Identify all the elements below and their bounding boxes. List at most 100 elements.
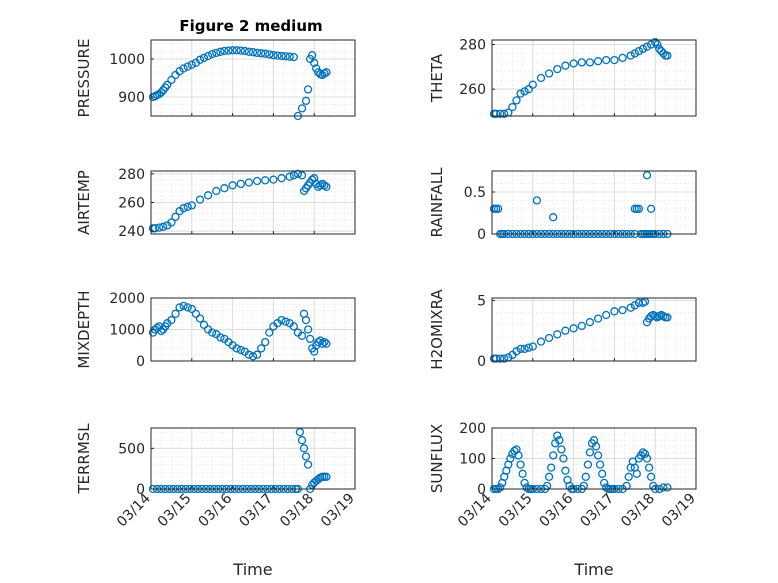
data-point [228, 46, 237, 55]
data-point [208, 328, 217, 337]
data-point [659, 49, 668, 58]
data-point [320, 181, 329, 190]
data-point [591, 442, 601, 451]
data-point [602, 55, 611, 65]
data-point [216, 47, 225, 56]
data-point [518, 469, 527, 478]
data-point [236, 46, 245, 55]
data-point [634, 298, 644, 307]
axes-box [491, 39, 697, 117]
x-axis-label: Time [232, 560, 272, 579]
x-tick-label: 03/17 [577, 491, 617, 531]
data-point [506, 454, 515, 463]
y-tick-label: 500 [118, 441, 145, 457]
data-point [199, 53, 209, 63]
data-point [559, 454, 568, 463]
data-point [228, 181, 237, 190]
figure-title: Figure 2 medium [179, 17, 322, 35]
data-point [301, 315, 311, 325]
data-point [583, 460, 593, 469]
data-point [553, 330, 562, 339]
data-point [179, 301, 188, 311]
axes-box [491, 170, 697, 235]
x-tick-label: 03/16 [537, 490, 577, 530]
data-point [212, 48, 221, 58]
data-point [195, 195, 205, 204]
data-point [491, 354, 501, 363]
data-point [252, 350, 262, 359]
data-point [257, 49, 266, 58]
rainfall-panel: 0 0.5 RAINFALL [428, 167, 697, 243]
data-point [646, 204, 656, 213]
x-tick-label: 03/18 [277, 491, 317, 531]
x-tick-label: 03/15 [155, 491, 195, 531]
data-point [224, 46, 233, 55]
data-point [310, 58, 319, 67]
y-axis-label: THETA [428, 53, 446, 103]
data-point [297, 104, 307, 113]
data-point [496, 483, 505, 492]
x-tick-label: 03/15 [496, 491, 536, 531]
data-point [626, 303, 635, 312]
data-point [187, 60, 196, 69]
data-point [516, 89, 525, 98]
y-tick-label: 280 [118, 167, 145, 183]
y-tick-label: 240 [118, 224, 145, 240]
data-point [261, 176, 270, 185]
data-point [577, 58, 586, 67]
data-point [305, 334, 315, 344]
data-point [281, 317, 290, 326]
x-tick-label: 03/19 [659, 491, 699, 531]
data-point [624, 472, 633, 481]
data-point [157, 326, 166, 336]
data-point [203, 191, 213, 200]
data-point [514, 451, 523, 460]
data-point [314, 68, 323, 77]
data-point [640, 449, 650, 459]
data-point [585, 58, 595, 67]
data-point [528, 80, 537, 89]
data-point [496, 109, 505, 118]
data-point [277, 51, 286, 61]
data-point [544, 333, 554, 343]
data-point [322, 182, 331, 191]
data-point [553, 64, 562, 74]
data-point [179, 64, 188, 73]
data-point [536, 73, 546, 83]
data-point [593, 451, 603, 460]
data-point [195, 55, 205, 64]
data-point [618, 53, 627, 63]
data-point [516, 344, 525, 354]
y-tick-label: 100 [459, 452, 486, 468]
data-point [512, 96, 521, 105]
y-tick-label: 2000 [109, 291, 145, 307]
data-point [285, 52, 294, 61]
data-point [297, 436, 307, 445]
x-tick-label: 03/16 [196, 490, 236, 530]
data-point [236, 345, 245, 355]
data-point [593, 57, 603, 66]
y-tick-label: 5 [477, 293, 486, 309]
data-point [663, 313, 672, 322]
y-tick-label: 1000 [109, 323, 145, 339]
axes-box [150, 39, 356, 117]
data-point [289, 171, 298, 180]
data-point [532, 196, 542, 205]
data-point [303, 325, 313, 334]
data-point [602, 310, 611, 320]
data-point [167, 75, 176, 85]
data-point [216, 333, 225, 342]
data-point [265, 328, 274, 337]
data-point [191, 309, 201, 318]
data-point [663, 483, 672, 492]
data-point [252, 176, 262, 186]
data-point [163, 80, 172, 89]
data-point [183, 62, 192, 71]
data-point [220, 184, 229, 193]
data-point [642, 42, 652, 51]
data-point [248, 352, 258, 361]
data-point [187, 304, 196, 314]
data-point [549, 213, 558, 222]
data-point [524, 343, 533, 352]
data-point [561, 61, 570, 70]
